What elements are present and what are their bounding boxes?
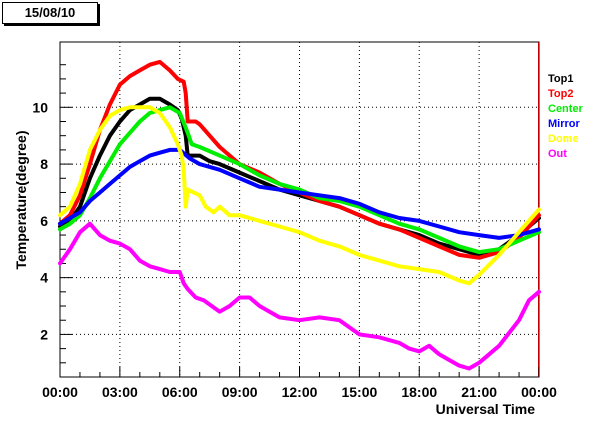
axis-ticks bbox=[59, 64, 540, 377]
series-line-out bbox=[58, 221, 541, 371]
x-tick-label: 00:00 bbox=[42, 384, 78, 400]
x-axis-label: Universal Time bbox=[436, 401, 536, 417]
legend: Top1 Top2 Center Mirror Dome Out bbox=[548, 73, 584, 160]
series-line-mirror bbox=[58, 147, 541, 240]
legend-entry-out: Out bbox=[548, 148, 567, 160]
x-tick-label: 15:00 bbox=[341, 384, 377, 400]
legend-entry-dome: Dome bbox=[548, 133, 579, 145]
x-tick-label: 09:00 bbox=[222, 384, 258, 400]
chart-title: 15/08/10 bbox=[2, 2, 98, 24]
y-tick-label: 6 bbox=[40, 213, 48, 229]
legend-entry-center: Center bbox=[548, 103, 584, 115]
y-tick-label: 8 bbox=[40, 156, 48, 172]
series-line-dome bbox=[58, 105, 541, 286]
series-line-center bbox=[58, 105, 541, 255]
series-line-top2 bbox=[58, 59, 541, 260]
series-line-top1 bbox=[58, 96, 541, 257]
legend-entry-top1: Top1 bbox=[548, 73, 573, 85]
x-tick-label: 06:00 bbox=[162, 384, 198, 400]
y-tick-label: 4 bbox=[40, 270, 48, 286]
series-layer bbox=[58, 59, 541, 371]
y-tick-label: 2 bbox=[40, 326, 48, 342]
x-tick-label: 12:00 bbox=[282, 384, 318, 400]
x-tick-label: 18:00 bbox=[401, 384, 437, 400]
x-tick-label: 21:00 bbox=[461, 384, 497, 400]
x-tick-label: 03:00 bbox=[102, 384, 138, 400]
y-axis-label: Temperature(degree) bbox=[13, 130, 29, 269]
y-tick-label: 10 bbox=[32, 99, 48, 115]
legend-entry-top2: Top2 bbox=[548, 88, 573, 100]
grid bbox=[60, 42, 539, 377]
x-tick-label: 00:00 bbox=[521, 384, 557, 400]
legend-entry-mirror: Mirror bbox=[548, 118, 581, 130]
tick-labels: 00:00 03:00 06:00 09:00 12:00 15:00 18:00 21:00… bbox=[32, 99, 557, 400]
